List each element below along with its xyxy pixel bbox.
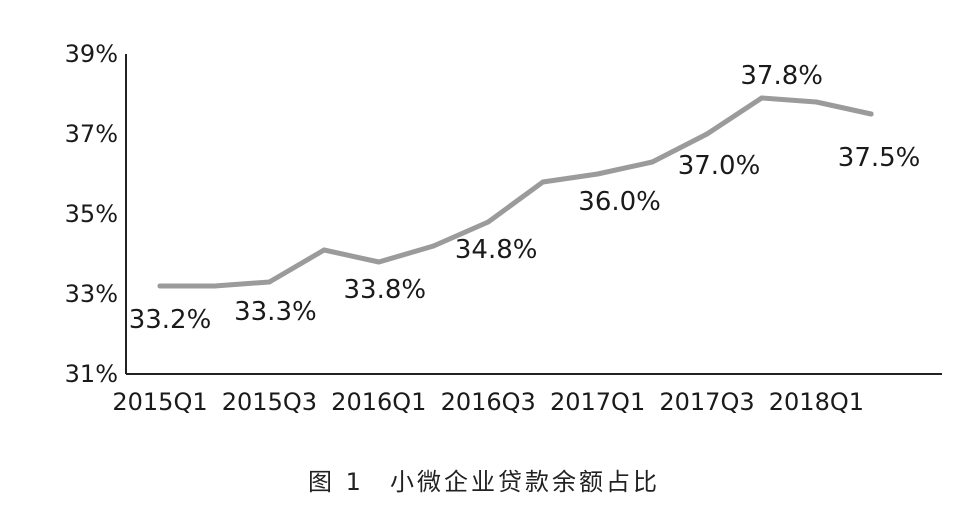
data-label: 34.8%: [455, 235, 538, 265]
data-point: [321, 247, 327, 253]
data-point: [431, 243, 436, 249]
x-tick-label: 2016Q3: [441, 388, 536, 416]
caption-text: 小微企业贷款余额占比: [389, 468, 660, 496]
chart-panel: 31% 33% 35% 37% 39% 2015Q1 2015Q3 2016Q1 2016Q3 2…: [42, 18, 952, 438]
data-point: [212, 283, 218, 289]
data-label: 37.8%: [740, 61, 823, 91]
data-label: 36.0%: [578, 187, 661, 217]
figure-caption: 图 1 小微企业贷款余额占比: [0, 462, 968, 497]
y-tick-label: 35%: [65, 200, 118, 228]
data-point: [868, 111, 874, 117]
x-tick-label: 2017Q1: [550, 388, 645, 416]
y-tick-label: 31%: [65, 360, 118, 388]
data-point: [157, 283, 163, 289]
y-tick-label: 37%: [65, 120, 118, 148]
x-tick-label: 2018Q1: [769, 388, 864, 416]
data-label: 33.3%: [234, 297, 317, 327]
data-label: 37.0%: [678, 151, 761, 181]
data-point: [704, 131, 710, 137]
data-point: [759, 95, 765, 101]
data-point: [813, 99, 819, 105]
data-point: [595, 171, 601, 177]
x-tick-label: 2016Q1: [331, 388, 426, 416]
caption-number: 图 1: [308, 468, 364, 496]
data-label: 37.5%: [838, 143, 921, 173]
y-tick-label: 33%: [65, 280, 118, 308]
data-point: [376, 259, 382, 265]
series-line: [157, 95, 874, 289]
data-point: [266, 279, 272, 285]
y-tick-label: 39%: [65, 40, 118, 68]
data-label: 33.2%: [129, 305, 212, 335]
data-point: [540, 179, 546, 185]
data-point: [649, 159, 655, 165]
data-point: [485, 219, 491, 225]
x-tick-label: 2015Q1: [112, 388, 207, 416]
x-tick-label: 2017Q3: [659, 388, 754, 416]
x-tick-label: 2015Q3: [222, 388, 317, 416]
data-label: 33.8%: [343, 275, 426, 305]
line-chart: 31% 33% 35% 37% 39% 2015Q1 2015Q3 2016Q1 2016Q3 2…: [65, 40, 942, 416]
